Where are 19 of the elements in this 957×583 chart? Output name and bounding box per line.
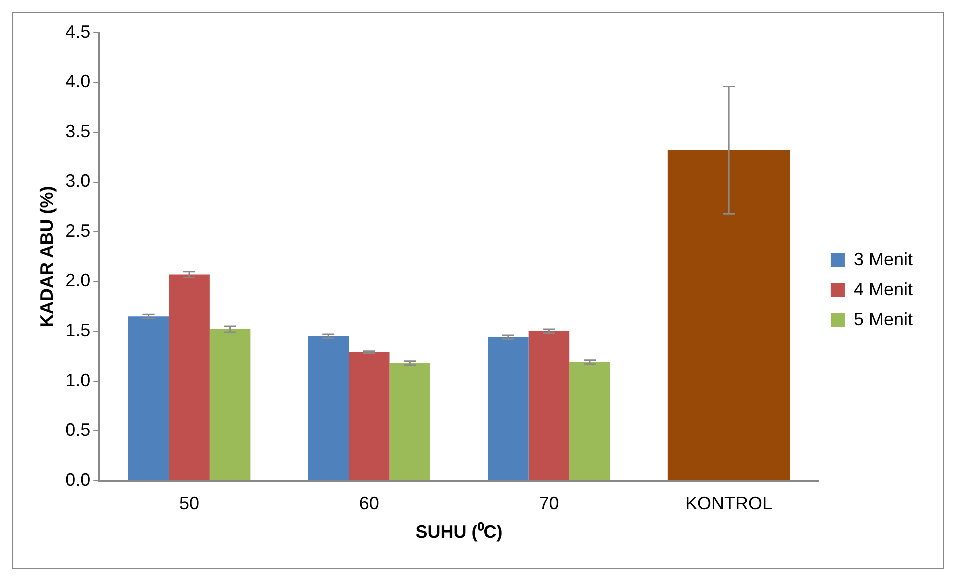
y-axis-title: KADAR ABU (%)	[36, 186, 57, 328]
legend-label: 4 Menit	[854, 279, 914, 300]
y-tick-label: 2.0	[66, 270, 91, 291]
y-tick-label: 3.5	[66, 121, 91, 142]
x-tick-label: 50	[180, 494, 200, 514]
x-tick-label: 60	[359, 494, 380, 514]
y-tick-label: 1.0	[66, 370, 91, 390]
y-tick-label: 3.0	[66, 171, 91, 192]
x-axis-title: SUHU (⁰C)	[416, 522, 503, 542]
y-tick-label: 4.0	[66, 72, 91, 92]
legend-label: 5 Menit	[854, 309, 914, 330]
x-tick-label: KONTROL	[686, 494, 773, 514]
y-tick-label: 2.5	[66, 220, 91, 241]
y-tick-label: 0.0	[66, 470, 91, 490]
y-tick-label: 0.5	[66, 420, 91, 440]
y-tick-label: 4.5	[66, 22, 91, 42]
legend-label: 3 Menit	[854, 249, 914, 270]
y-tick-label: 1.5	[66, 320, 91, 340]
x-tick-label: 70	[539, 494, 560, 514]
